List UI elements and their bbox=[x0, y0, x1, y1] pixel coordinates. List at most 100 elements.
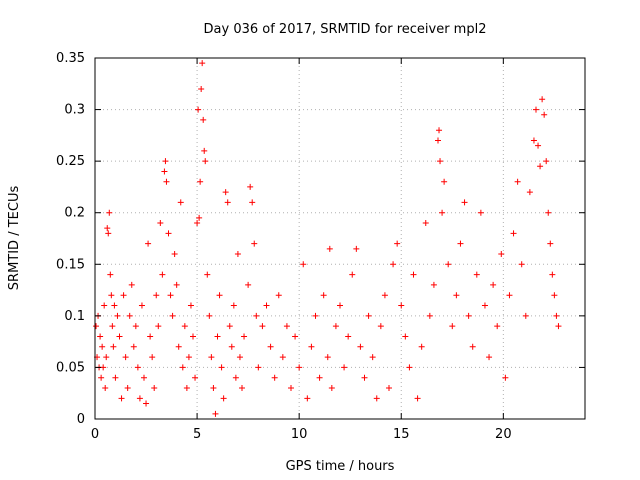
data-point bbox=[216, 292, 223, 299]
data-point bbox=[120, 292, 127, 299]
data-point bbox=[435, 137, 441, 144]
data-point bbox=[234, 250, 241, 257]
data-point bbox=[167, 292, 174, 299]
y-tick-label: 0.05 bbox=[56, 360, 85, 375]
data-point bbox=[453, 292, 460, 299]
x-tick-label: 15 bbox=[393, 427, 410, 442]
data-point bbox=[545, 209, 552, 216]
x-tick-label: 10 bbox=[291, 427, 308, 442]
data-point bbox=[530, 137, 537, 144]
data-point bbox=[414, 395, 421, 402]
data-point bbox=[218, 364, 225, 371]
data-point bbox=[171, 250, 178, 257]
data-point bbox=[498, 250, 505, 257]
data-point bbox=[457, 240, 464, 247]
data-point bbox=[390, 261, 397, 268]
data-point bbox=[100, 364, 107, 371]
data-point bbox=[357, 343, 364, 350]
data-point bbox=[543, 158, 550, 165]
data-point bbox=[153, 292, 160, 299]
data-point bbox=[230, 302, 237, 309]
data-point bbox=[551, 292, 558, 299]
data-point bbox=[143, 400, 150, 407]
data-point bbox=[555, 323, 562, 330]
data-point bbox=[169, 312, 176, 319]
data-point bbox=[130, 343, 137, 350]
x-tick-label: 0 bbox=[91, 427, 99, 442]
data-point bbox=[365, 312, 372, 319]
data-point bbox=[145, 240, 152, 247]
data-point bbox=[122, 354, 129, 361]
data-point bbox=[506, 292, 513, 299]
data-point bbox=[165, 230, 172, 237]
y-tick-label: 0 bbox=[77, 412, 85, 427]
data-point bbox=[553, 312, 560, 319]
data-point bbox=[197, 178, 204, 185]
data-point bbox=[345, 333, 352, 340]
data-point bbox=[157, 220, 164, 227]
data-point bbox=[196, 214, 203, 221]
data-point bbox=[228, 343, 235, 350]
data-point bbox=[236, 354, 243, 361]
data-point bbox=[398, 302, 405, 309]
data-point bbox=[93, 323, 100, 330]
data-point bbox=[263, 302, 270, 309]
data-point bbox=[198, 85, 205, 92]
data-point bbox=[132, 323, 139, 330]
data-point bbox=[255, 364, 262, 371]
data-point bbox=[296, 364, 303, 371]
x-axis-label: GPS time / hours bbox=[286, 459, 395, 474]
data-point bbox=[369, 354, 376, 361]
data-point bbox=[106, 209, 113, 216]
data-point bbox=[292, 333, 299, 340]
data-point bbox=[241, 333, 248, 340]
data-point bbox=[526, 189, 533, 196]
data-point bbox=[259, 323, 266, 330]
data-point bbox=[126, 312, 133, 319]
data-point bbox=[147, 333, 154, 340]
data-point bbox=[162, 158, 169, 165]
data-point bbox=[422, 220, 429, 227]
data-point bbox=[510, 230, 517, 237]
data-point bbox=[200, 116, 207, 123]
data-point bbox=[109, 323, 116, 330]
data-point bbox=[204, 271, 211, 278]
data-point bbox=[381, 292, 388, 299]
data-point bbox=[232, 374, 239, 381]
plot-frame bbox=[94, 57, 586, 420]
data-point bbox=[465, 312, 472, 319]
data-point bbox=[187, 302, 194, 309]
data-point bbox=[210, 385, 217, 392]
data-point bbox=[163, 178, 170, 185]
data-point bbox=[179, 364, 186, 371]
data-point bbox=[494, 323, 501, 330]
data-point bbox=[111, 302, 118, 309]
data-point bbox=[185, 354, 192, 361]
data-point bbox=[300, 261, 307, 268]
data-point bbox=[304, 395, 311, 402]
data-point bbox=[224, 199, 231, 206]
data-point bbox=[275, 292, 282, 299]
data-point bbox=[308, 343, 315, 350]
data-point bbox=[128, 281, 135, 288]
data-point bbox=[324, 354, 331, 361]
data-point bbox=[361, 374, 368, 381]
data-point bbox=[410, 271, 417, 278]
data-point bbox=[439, 209, 446, 216]
data-point bbox=[481, 302, 488, 309]
data-point bbox=[251, 240, 258, 247]
data-point bbox=[116, 333, 123, 340]
data-point bbox=[533, 106, 539, 113]
data-point bbox=[549, 271, 556, 278]
y-tick-label: 0.35 bbox=[56, 51, 85, 66]
data-point bbox=[547, 240, 554, 247]
data-point bbox=[222, 189, 229, 196]
data-point bbox=[402, 333, 409, 340]
data-point bbox=[159, 271, 166, 278]
data-point bbox=[386, 385, 392, 392]
chart-title: Day 036 of 2017, SRMTID for receiver mpl… bbox=[204, 22, 487, 37]
data-point bbox=[202, 158, 209, 165]
data-point bbox=[136, 395, 143, 402]
data-point bbox=[539, 96, 546, 103]
